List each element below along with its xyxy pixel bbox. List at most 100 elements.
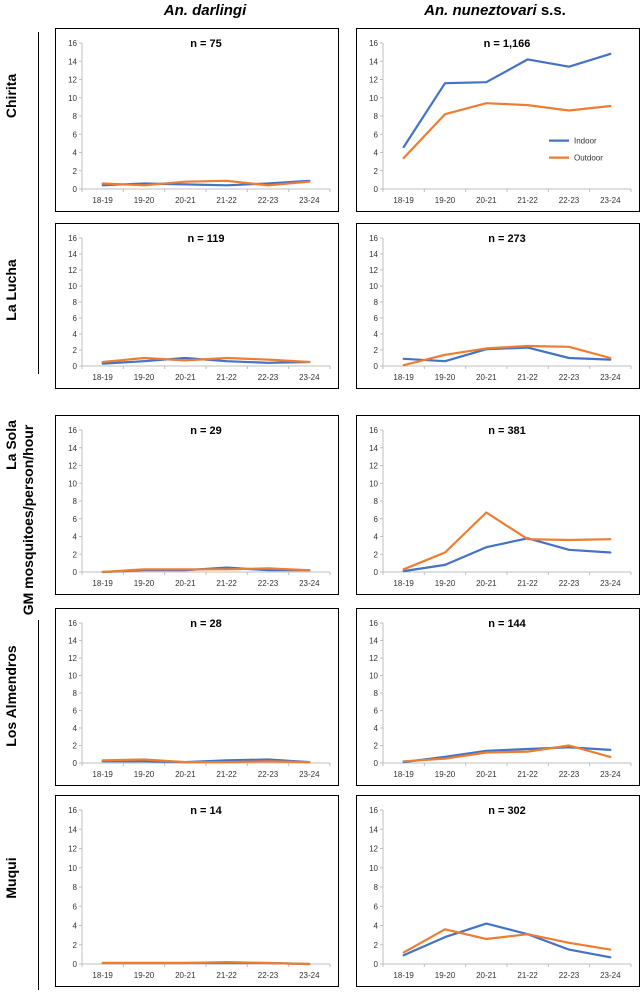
- y-tick-label: 6: [73, 707, 78, 716]
- y-tick-label: 10: [68, 864, 77, 873]
- y-tick-label: 8: [374, 497, 379, 506]
- y-tick-label: 12: [68, 266, 77, 275]
- x-tick-label: 19-20: [435, 579, 456, 588]
- panel-chirita-darlingi: 0 2 4 6 8 10 12 14 16 18-19 19-20 20-21 21-22 22-23 23…: [55, 28, 339, 212]
- y-tick-label: 2: [374, 346, 379, 355]
- x-tick-label: 19-20: [435, 971, 456, 980]
- sample-size-label: n = 28: [190, 618, 222, 630]
- x-tick-label: 20-21: [175, 373, 196, 382]
- y-tick-label: 14: [369, 250, 378, 259]
- y-tick-label: 16: [68, 806, 77, 815]
- x-tick-label: 20-21: [476, 770, 497, 779]
- x-tick-label: 19-20: [134, 971, 155, 980]
- x-tick-label: 21-22: [216, 196, 237, 205]
- sample-size-label: n = 14: [190, 805, 222, 817]
- y-tick-label: 16: [68, 426, 77, 435]
- y-tick-label: 2: [374, 742, 379, 751]
- panel-la-lucha-nuneztovari: 0 2 4 6 8 10 12 14 16 18-19 19-20 20-21 21-22 22-23 23…: [356, 223, 640, 389]
- x-tick-label: 20-21: [175, 196, 196, 205]
- y-tick-label: 14: [369, 825, 378, 834]
- y-tick-label: 8: [374, 298, 379, 307]
- y-tick-label: 14: [369, 444, 378, 453]
- y-tick-label: 4: [374, 724, 379, 733]
- y-tick-label: 8: [73, 298, 78, 307]
- y-tick-label: 2: [73, 941, 78, 950]
- y-tick-label: 8: [73, 883, 78, 892]
- x-tick-label: 23-24: [299, 579, 320, 588]
- x-tick-label: 19-20: [134, 373, 155, 382]
- sample-size-label: n = 144: [488, 618, 526, 630]
- x-tick-label: 22-23: [258, 373, 279, 382]
- series-line-outdoor: [402, 928, 612, 954]
- y-tick-label: 16: [68, 619, 77, 628]
- x-tick-label: 19-20: [435, 770, 456, 779]
- y-tick-label: 10: [369, 672, 378, 681]
- x-tick-label: 20-21: [175, 770, 196, 779]
- y-tick-label: 4: [73, 922, 78, 931]
- chart-svg: 0 2 4 6 8 10 12 14 16 18-19 19-20 20-21 21-22 22-23 23…: [68, 233, 331, 382]
- y-tick-label: 10: [369, 479, 378, 488]
- x-tick-label: 21-22: [216, 373, 237, 382]
- sample-size-label: n = 1,166: [484, 38, 531, 50]
- x-tick-label: 20-21: [175, 971, 196, 980]
- y-tick-label: 12: [68, 654, 77, 663]
- y-tick-label: 16: [369, 619, 378, 628]
- x-tick-label: 18-19: [393, 373, 414, 382]
- x-tick-label: 22-23: [559, 579, 580, 588]
- y-tick-label: 14: [369, 637, 378, 646]
- row-label-muqui: Muqui: [3, 857, 19, 899]
- y-tick-label: 12: [369, 654, 378, 663]
- y-tick-label: 6: [374, 130, 379, 139]
- y-tick-label: 16: [369, 39, 378, 48]
- x-tick-label: 19-20: [134, 196, 155, 205]
- sample-size-label: n = 302: [488, 805, 526, 817]
- y-tick-label: 16: [369, 806, 378, 815]
- sample-size-label: n = 119: [187, 233, 224, 245]
- series-line-outdoor: [402, 744, 612, 763]
- series-line-outdoor: [101, 179, 311, 187]
- row-label-la-lucha: La Lucha: [3, 259, 19, 321]
- x-tick-label: 18-19: [92, 579, 113, 588]
- x-tick-label: 20-21: [476, 373, 497, 382]
- legend-label-indoor: Indoor: [574, 137, 597, 146]
- panel-los-almendros-darlingi: 0 2 4 6 8 10 12 14 16 18-19 19-20 20-21 21-22 22-23 23…: [55, 608, 339, 786]
- y-axis-title: GM mosquitoes/person/hour: [20, 424, 36, 616]
- column-header-darlingi: An. darlingi: [60, 2, 350, 19]
- y-tick-label: 4: [73, 724, 78, 733]
- sample-size-label: n = 29: [190, 425, 222, 437]
- y-tick-label: 12: [369, 266, 378, 275]
- chart-svg: 0 2 4 6 8 10 12 14 16 18-19 19-20 20-21 21-22 22-23 23…: [369, 805, 632, 980]
- chart-svg: 0 2 4 6 8 10 12 14 16 18-19 19-20 20-21 21-22 22-23 23…: [68, 38, 331, 205]
- chart-svg: 0 2 4 6 8 10 12 14 16 18-19 19-20 20-21 21-22 22-23 23…: [369, 38, 632, 205]
- y-tick-label: 4: [374, 149, 379, 158]
- series-line-outdoor: [402, 102, 612, 160]
- sample-size-label: n = 381: [488, 425, 526, 437]
- x-tick-label: 18-19: [393, 196, 414, 205]
- x-tick-label: 22-23: [258, 196, 279, 205]
- series-line-outdoor: [101, 961, 311, 966]
- y-tick-label: 14: [68, 825, 77, 834]
- y-tick-label: 12: [369, 462, 378, 471]
- y-tick-label: 14: [68, 250, 77, 259]
- x-tick-label: 22-23: [258, 579, 279, 588]
- row-label-chirita: Chirita: [3, 73, 19, 119]
- panel-la-sola-darlingi: 0 2 4 6 8 10 12 14 16 18-19 19-20 20-21 21-22 22-23 23…: [55, 415, 339, 595]
- y-tick-label: 16: [369, 426, 378, 435]
- x-tick-label: 20-21: [476, 579, 497, 588]
- chart-svg: 0 2 4 6 8 10 12 14 16 18-19 19-20 20-21 21-22 22-23 23…: [369, 425, 632, 588]
- y-tick-label: 8: [374, 883, 379, 892]
- y-tick-label: 4: [73, 330, 78, 339]
- x-tick-label: 21-22: [216, 971, 237, 980]
- x-tick-label: 18-19: [393, 770, 414, 779]
- y-tick-label: 2: [374, 941, 379, 950]
- x-tick-label: 20-21: [476, 196, 497, 205]
- y-tick-label: 10: [369, 94, 378, 103]
- y-tick-label: 10: [68, 672, 77, 681]
- x-tick-label: 21-22: [517, 373, 538, 382]
- y-tick-label: 6: [374, 515, 379, 524]
- y-tick-label: 12: [369, 76, 378, 85]
- y-tick-label: 0: [374, 362, 379, 371]
- y-tick-label: 14: [68, 637, 77, 646]
- chart-svg: 0 2 4 6 8 10 12 14 16 18-19 19-20 20-21 21-22 22-23 23…: [68, 618, 331, 779]
- column-header-nuneztovari-suffix: s.s.: [540, 2, 566, 19]
